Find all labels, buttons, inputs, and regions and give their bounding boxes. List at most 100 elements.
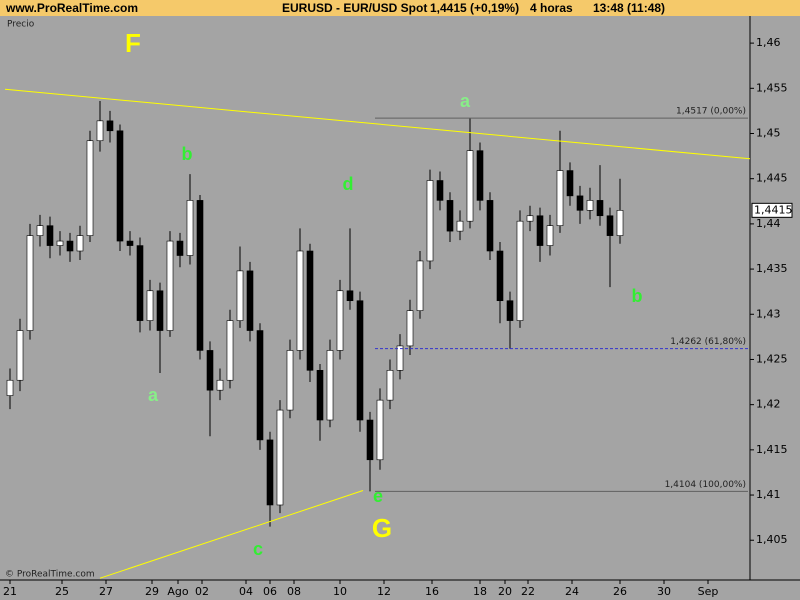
candle-body [196, 200, 204, 351]
x-tick-label: 22 [521, 585, 535, 598]
candle-body [66, 240, 74, 252]
candle-body [306, 250, 314, 371]
candle-body [606, 215, 614, 236]
candle-body [46, 225, 54, 246]
candle-body [226, 320, 234, 381]
x-tick-label: 18 [473, 585, 487, 598]
candle-body [466, 150, 474, 222]
wave-label: d [343, 174, 354, 194]
candle-body [256, 330, 264, 441]
wave-label: c [253, 539, 263, 559]
candle-body [426, 180, 434, 262]
last-price-label: 1,4415 [754, 203, 793, 216]
y-tick-label: 1,41 [756, 488, 781, 501]
candle-body [286, 350, 294, 411]
instrument: EURUSD - EUR/USD Spot [282, 1, 427, 15]
candle-body [206, 350, 214, 391]
y-tick-label: 1,45 [756, 127, 781, 140]
fib-label: 1,4262 (61,80%) [670, 337, 746, 347]
candle-body [166, 240, 174, 331]
site-name: www.ProRealTime.com [5, 1, 138, 15]
trendline [4, 88, 751, 160]
candle-body [176, 240, 184, 256]
candle-body [246, 270, 254, 331]
candle-body [136, 245, 144, 321]
wave-label: G [372, 513, 392, 543]
wave-label: e [373, 486, 383, 506]
last-price-box [751, 202, 793, 218]
y-tick-label: 1,445 [756, 172, 788, 185]
candle-body [156, 290, 164, 331]
x-tick-label: 12 [377, 585, 391, 598]
candle-body [586, 200, 594, 211]
y-tick-label: 1,435 [756, 262, 788, 275]
candle-body [526, 215, 534, 222]
x-tick-label: 16 [425, 585, 439, 598]
candle-body [126, 240, 134, 246]
fib-label: 1,4517 (0,00%) [676, 107, 746, 117]
wave-label: b [182, 144, 193, 164]
copyright: © ProRealTime.com [5, 570, 95, 580]
candle-body [296, 250, 304, 351]
candle-body [596, 200, 604, 217]
y-tick-label: 1,415 [756, 443, 788, 456]
candle-body [496, 250, 504, 302]
candle-body [556, 170, 564, 226]
wave-label: b [632, 286, 643, 306]
candle-body [536, 215, 544, 246]
wave-label: a [148, 385, 159, 405]
wave-label: a [460, 91, 471, 111]
candle-body [116, 130, 124, 242]
candle-body [546, 225, 554, 246]
x-tick-label: 06 [263, 585, 277, 598]
y-tick-label: 1,44 [756, 217, 781, 230]
candle-body [376, 399, 384, 461]
candle-body [506, 300, 514, 321]
candle-body [36, 225, 44, 236]
x-tick-label: 26 [613, 585, 627, 598]
x-tick-label: 30 [657, 585, 671, 598]
candle-body [356, 300, 364, 421]
candle-body [276, 409, 284, 506]
y-tick-label: 1,42 [756, 398, 781, 411]
candle-body [146, 290, 154, 321]
x-tick-label: 08 [287, 585, 301, 598]
candle-body [186, 200, 194, 256]
candle-body [266, 439, 274, 506]
candle-body [216, 379, 224, 391]
candle-body [6, 379, 14, 396]
x-tick-label: 29 [145, 585, 159, 598]
x-tick-label: Ago [167, 585, 189, 598]
candle-body [316, 370, 324, 421]
x-tick-label: 27 [99, 585, 113, 598]
candle-body [486, 200, 494, 252]
candle-body [476, 150, 484, 201]
candle-body [366, 419, 374, 461]
candle-body [386, 370, 394, 401]
candle-body [236, 270, 244, 321]
candle-body [76, 235, 84, 252]
candle-body [396, 345, 404, 371]
trendline [99, 490, 364, 579]
candle-body [96, 120, 104, 142]
x-tick-label: 10 [333, 585, 347, 598]
x-tick-label: 04 [239, 585, 253, 598]
x-tick-label: 24 [565, 585, 579, 598]
y-tick-label: 1,43 [756, 307, 781, 320]
quote: 1,4415 (+0,19%) [430, 1, 519, 15]
candle-body [26, 235, 34, 331]
y-tick-label: 1,455 [756, 81, 788, 94]
candle-body [336, 290, 344, 351]
y-tick-label: 1,46 [756, 36, 781, 49]
candle-body [576, 195, 584, 211]
y-tick-label: 1,405 [756, 533, 788, 546]
header-bar [0, 0, 800, 16]
candle-body [106, 120, 114, 132]
x-tick-label: 25 [55, 585, 69, 598]
candle-body [346, 290, 354, 302]
time: 13:48 (11:48) [593, 1, 665, 15]
candle-body [436, 180, 444, 201]
candle-body [516, 220, 524, 321]
